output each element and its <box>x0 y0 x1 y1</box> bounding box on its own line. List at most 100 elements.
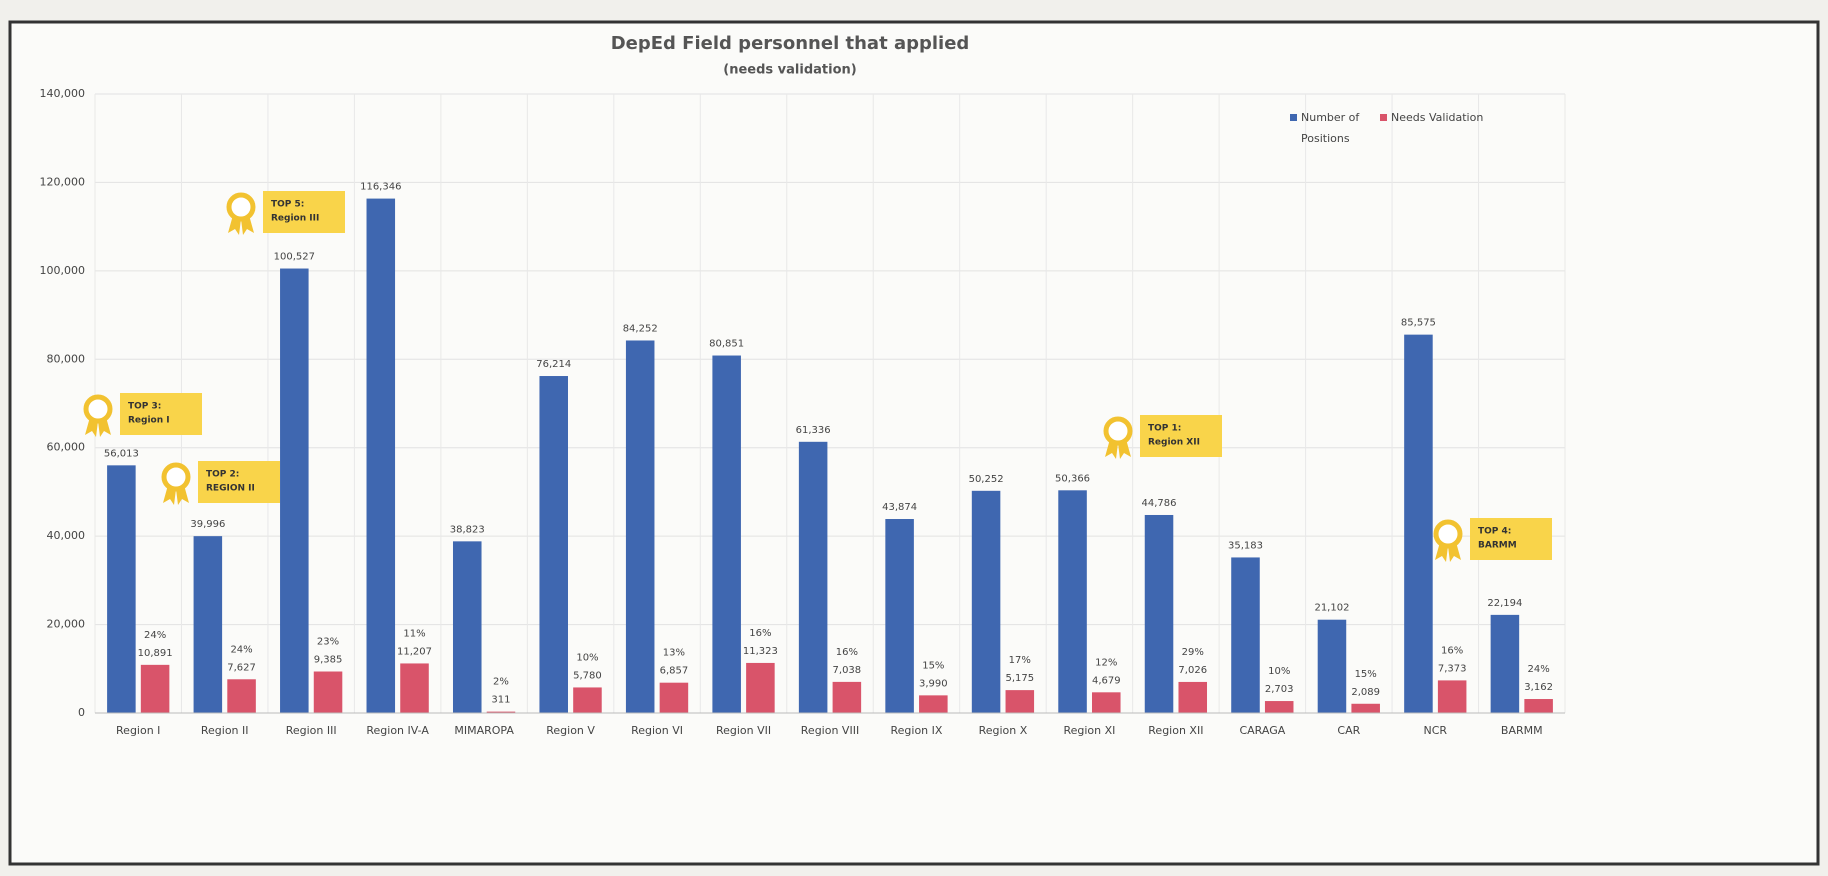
value-label: 22,194 <box>1487 598 1522 609</box>
x-tick-label: Region XI <box>1063 724 1115 737</box>
callout-text: TOP 4: <box>1478 527 1511 537</box>
value-label: 84,252 <box>623 323 658 334</box>
value-label: 116,346 <box>360 182 401 193</box>
value-label: 50,366 <box>1055 473 1090 484</box>
bar <box>107 465 136 713</box>
callout-text: TOP 3: <box>128 402 161 412</box>
value-label: 7,026 <box>1178 665 1207 676</box>
x-tick-label: Region V <box>546 724 595 737</box>
value-label: 11,323 <box>743 646 778 657</box>
percent-label: 24% <box>144 630 166 641</box>
callout-text: REGION II <box>206 484 255 494</box>
percent-label: 24% <box>1528 664 1550 675</box>
x-tick-label: Region VII <box>716 724 771 737</box>
bar <box>659 682 689 713</box>
x-tick-label: Region IX <box>891 724 943 737</box>
percent-label: 16% <box>749 628 771 639</box>
bar <box>625 340 655 713</box>
bar <box>400 663 429 713</box>
value-label: 7,373 <box>1438 663 1467 674</box>
value-label: 61,336 <box>796 425 831 436</box>
ribbon-icon <box>163 485 189 505</box>
callout-text: Region III <box>271 214 319 224</box>
bar <box>798 441 828 713</box>
y-tick-label: 80,000 <box>47 352 86 365</box>
callout-box <box>263 191 345 233</box>
chart-subtitle: (needs validation) <box>723 63 856 78</box>
percent-label: 24% <box>230 644 252 655</box>
x-tick-label: Region IV-A <box>366 724 429 737</box>
bar <box>227 679 256 713</box>
ribbon-icon <box>85 417 111 437</box>
ribbon-icon <box>1103 416 1133 446</box>
callout-text: TOP 5: <box>271 200 304 210</box>
y-tick-label: 20,000 <box>47 618 86 631</box>
y-tick-label: 40,000 <box>47 529 86 542</box>
ribbon-icon <box>1435 542 1461 562</box>
bar <box>1005 690 1035 713</box>
bar <box>885 519 914 713</box>
ribbon-icon <box>1433 519 1463 549</box>
value-label: 4,679 <box>1092 675 1121 686</box>
ribbon-icon <box>226 192 256 222</box>
bar <box>193 536 223 713</box>
y-tick-label: 120,000 <box>40 175 86 188</box>
bar <box>1144 514 1174 713</box>
bar <box>1351 703 1380 713</box>
percent-label: 16% <box>1441 645 1463 656</box>
ribbon-icon <box>1105 439 1131 459</box>
bar <box>832 681 862 713</box>
legend-label: Needs Validation <box>1391 111 1483 124</box>
percent-label: 10% <box>1268 666 1290 677</box>
value-label: 76,214 <box>536 359 571 370</box>
percent-label: 11% <box>403 628 425 639</box>
bar <box>1178 681 1208 713</box>
percent-label: 13% <box>663 648 685 659</box>
value-label: 6,857 <box>660 666 689 677</box>
value-label: 3,990 <box>919 678 948 689</box>
callout-text: Region XII <box>1148 438 1200 448</box>
callout-text: TOP 1: <box>1148 424 1181 434</box>
value-label: 43,874 <box>882 502 917 513</box>
x-tick-label: Region I <box>116 724 160 737</box>
value-label: 50,252 <box>969 474 1004 485</box>
bar <box>971 490 1001 713</box>
ribbon-icon <box>228 215 254 235</box>
value-label: 9,385 <box>314 655 343 666</box>
x-tick-label: MIMAROPA <box>454 724 514 737</box>
percent-label: 15% <box>922 660 944 671</box>
callout-box <box>198 461 280 503</box>
value-label: 80,851 <box>709 339 744 350</box>
bar <box>1264 701 1294 713</box>
bar <box>366 198 396 713</box>
percent-label: 23% <box>317 637 339 648</box>
bar <box>1437 680 1467 713</box>
percent-label: 15% <box>1355 669 1377 680</box>
value-label: 5,175 <box>1005 673 1034 684</box>
x-tick-label: Region II <box>201 724 249 737</box>
bar <box>539 376 568 713</box>
callout-box <box>120 393 202 435</box>
percent-label: 10% <box>576 652 598 663</box>
value-label: 2,703 <box>1265 684 1294 695</box>
value-label: 39,996 <box>190 519 225 530</box>
bar <box>919 695 948 713</box>
value-label: 7,038 <box>833 665 862 676</box>
x-tick-label: Region VIII <box>801 724 859 737</box>
callout-text: Region I <box>128 416 170 426</box>
callout-box <box>1470 518 1552 560</box>
x-tick-label: Region X <box>979 724 1028 737</box>
bar <box>1524 699 1553 713</box>
legend-label: Number of Positions <box>1301 111 1360 145</box>
bar <box>280 268 309 713</box>
value-label: 85,575 <box>1401 318 1436 329</box>
value-label: 7,627 <box>227 662 256 673</box>
bar <box>1058 490 1087 713</box>
value-label: 311 <box>491 695 510 706</box>
bar <box>486 711 516 713</box>
bar <box>712 355 741 713</box>
callout-box <box>1140 415 1222 457</box>
percent-label: 12% <box>1095 657 1117 668</box>
value-label: 44,786 <box>1142 498 1177 509</box>
